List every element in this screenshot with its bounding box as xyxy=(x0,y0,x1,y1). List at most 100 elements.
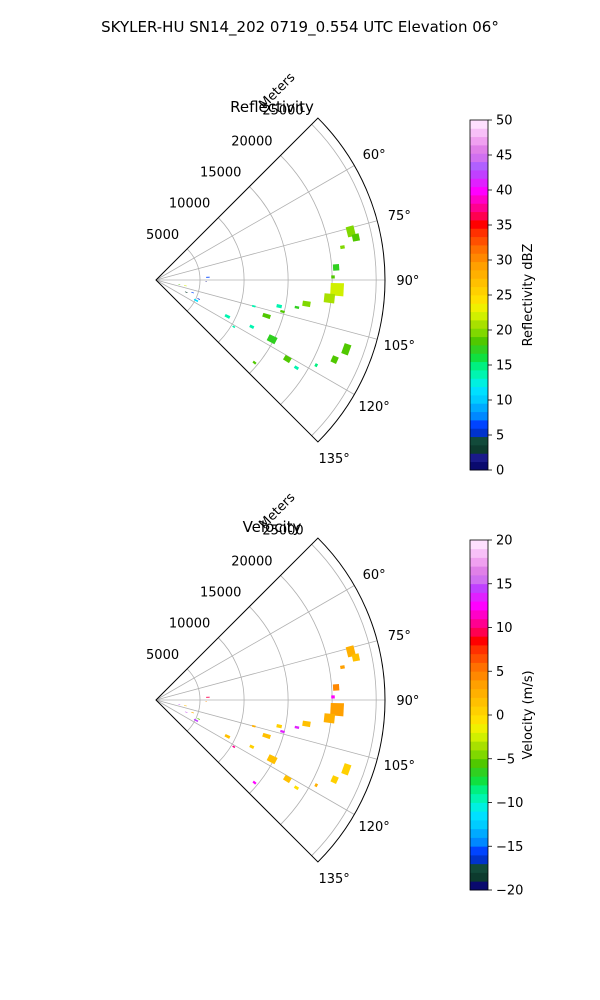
range-tick-label: 20000 xyxy=(231,554,272,569)
range-tick-label: 15000 xyxy=(200,166,241,181)
azimuth-tick-label: 90° xyxy=(396,694,419,709)
azimuth-tick-label: 60° xyxy=(363,568,386,583)
colorbar-tick-label: 5 xyxy=(496,429,504,444)
colorbar-cell xyxy=(470,592,488,602)
colorbar-cell xyxy=(470,370,488,379)
reflectivity-azimuth-labels: 60° 75° 90° 105° 120° 135° xyxy=(318,148,419,467)
colorbar-cell xyxy=(470,445,488,454)
colorbar-cell xyxy=(470,311,488,321)
colorbar-cell xyxy=(470,715,488,725)
reflectivity-panel: Reflectivity 5000 10000 15000 20000 2500… xyxy=(146,70,536,478)
radar-echo xyxy=(193,718,199,723)
colorbar-cell xyxy=(470,732,488,742)
colorbar-tick-label: 10 xyxy=(496,621,513,636)
radar-echo xyxy=(251,304,256,308)
radar-echo xyxy=(191,291,195,294)
figure-title: SKYLER-HU SN14_202 0719_0.554 UTC Elevat… xyxy=(101,18,499,37)
radar-echo xyxy=(340,665,345,670)
colorbar-cell xyxy=(470,741,488,751)
colorbar-cell xyxy=(470,286,488,296)
colorbar-cell xyxy=(470,186,488,196)
reflectivity-title: Reflectivity xyxy=(230,98,314,116)
radar-echo xyxy=(331,275,335,279)
radar-echo xyxy=(282,774,292,784)
reflectivity-echoes xyxy=(178,225,361,371)
azimuth-tick-label: 120° xyxy=(358,820,389,835)
colorbar-cell xyxy=(470,228,488,238)
radar-echo xyxy=(232,325,236,329)
colorbar-cell xyxy=(470,420,488,429)
radar-echo xyxy=(323,713,336,724)
colorbar-cell xyxy=(470,336,488,346)
colorbar-cell xyxy=(470,793,488,803)
colorbar-tick-label: 50 xyxy=(496,114,513,129)
velocity-sector-frame xyxy=(155,537,386,863)
range-tick-label: 15000 xyxy=(200,586,241,601)
reflectivity-grid xyxy=(155,124,385,436)
radar-echo xyxy=(184,291,188,293)
colorbar-tick-label: 10 xyxy=(496,394,513,409)
radar-echo xyxy=(341,763,352,776)
radar-echo xyxy=(294,305,300,310)
colorbar-cell xyxy=(470,153,488,163)
colorbar-cell xyxy=(470,548,488,558)
colorbar-cell xyxy=(470,636,488,646)
azimuth-tick-label: 75° xyxy=(388,209,411,224)
radar-echo xyxy=(330,703,345,717)
azimuth-tick-label: 105° xyxy=(384,759,415,774)
radar-echo xyxy=(314,783,319,788)
colorbar-cell xyxy=(470,837,488,847)
colorbar-cell xyxy=(470,378,488,388)
colorbar-cell xyxy=(470,120,488,129)
range-tick-label: 10000 xyxy=(169,617,210,632)
radar-echo xyxy=(224,733,231,739)
azimuth-spoke xyxy=(155,279,355,395)
azimuth-tick-label: 105° xyxy=(384,339,415,354)
radar-echo xyxy=(314,363,319,368)
range-tick-label: 25000 xyxy=(262,523,303,538)
colorbar-cell xyxy=(470,411,488,421)
azimuth-tick-label: 60° xyxy=(363,148,386,163)
colorbar-cell xyxy=(470,203,488,213)
radar-echo xyxy=(184,285,187,287)
reflectivity-sector-frame xyxy=(155,117,386,443)
radar-echo xyxy=(197,298,201,300)
radar-echo xyxy=(262,732,271,740)
azimuth-tick-label: 135° xyxy=(318,872,349,887)
colorbar-cell xyxy=(470,557,488,567)
colorbar-tick-label: 20 xyxy=(496,534,513,549)
colorbar-cell xyxy=(470,211,488,221)
radar-echo xyxy=(249,744,255,749)
azimuth-spoke xyxy=(155,699,378,760)
colorbar-tick-label: 45 xyxy=(496,149,513,164)
colorbar-cell xyxy=(470,461,488,471)
azimuth-spoke xyxy=(155,699,355,815)
radar-echo xyxy=(330,355,339,364)
azimuth-spoke xyxy=(155,585,355,701)
colorbar-cell xyxy=(470,706,488,716)
colorbar-cell xyxy=(470,320,488,329)
colorbar-tick-label: −5 xyxy=(496,752,515,767)
colorbar-cell xyxy=(470,278,488,288)
colorbar-cell xyxy=(470,601,488,611)
azimuth-spoke xyxy=(155,640,378,701)
radar-echo xyxy=(276,724,283,729)
colorbar-cell xyxy=(470,261,488,271)
colorbar-tick-label: 0 xyxy=(496,464,504,479)
radar-echo xyxy=(351,653,361,662)
radar-echo xyxy=(302,300,311,308)
radar-echo xyxy=(266,754,278,765)
radar-echo xyxy=(345,225,356,238)
colorbar-cell xyxy=(470,353,488,363)
colorbar-cell xyxy=(470,583,488,593)
colorbar-tick-label: 20 xyxy=(496,324,513,339)
velocity-echoes xyxy=(178,645,361,791)
range-tick-label: 5000 xyxy=(146,648,179,663)
velocity-colorbar: −20 −15 −10 −5 0 5 10 15 20 Velocity (m/… xyxy=(469,534,536,899)
colorbar-cell xyxy=(470,575,488,585)
colorbar-label: Velocity (m/s) xyxy=(521,670,536,759)
radar-echo xyxy=(345,645,356,658)
radar-echo xyxy=(280,309,285,314)
colorbar-cell xyxy=(470,671,488,681)
radar-echo xyxy=(330,775,339,784)
